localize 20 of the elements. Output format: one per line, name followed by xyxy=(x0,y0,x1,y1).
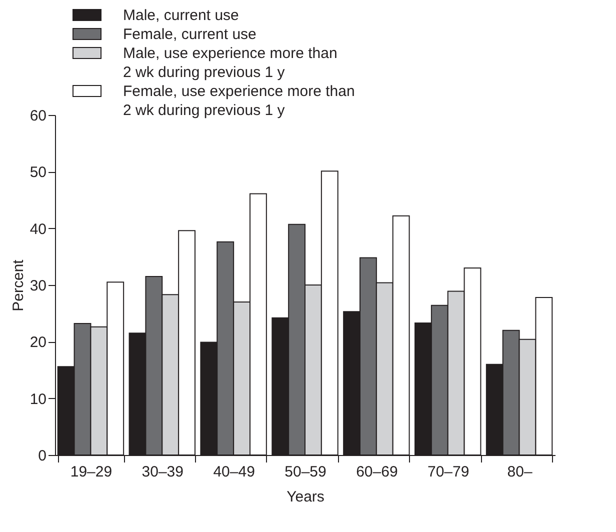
y-tick-label: 40 xyxy=(30,220,46,238)
x-tick-label: 60–69 xyxy=(356,464,398,480)
y-tick-label: 10 xyxy=(30,390,46,408)
y-axis-title: Percent xyxy=(10,258,27,312)
x-tick-label: 50–59 xyxy=(284,464,326,480)
y-tick-label: 0 xyxy=(38,448,46,464)
x-tick-label: 30–39 xyxy=(142,464,184,480)
x-tick-label: 80– xyxy=(507,464,533,480)
y-tick-label: 30 xyxy=(30,278,46,294)
x-tick-label: 19–29 xyxy=(70,464,112,480)
x-tick-label: 70–79 xyxy=(428,464,470,480)
legend-label: Male, use experience more than 2 wk during previous 1 y xyxy=(123,45,338,81)
y-tick-label: 50 xyxy=(30,164,46,182)
x-axis-title: Years xyxy=(286,488,324,506)
y-tick-label: 60 xyxy=(30,108,46,124)
x-tick-label: 40–49 xyxy=(213,464,255,480)
legend-label: Female, current use xyxy=(123,26,256,43)
legend-label: Female, use experience more than 2 wk during previous 1 y xyxy=(123,83,355,119)
y-tick-label: 20 xyxy=(30,334,46,352)
legend-label: Male, current use xyxy=(123,7,239,24)
